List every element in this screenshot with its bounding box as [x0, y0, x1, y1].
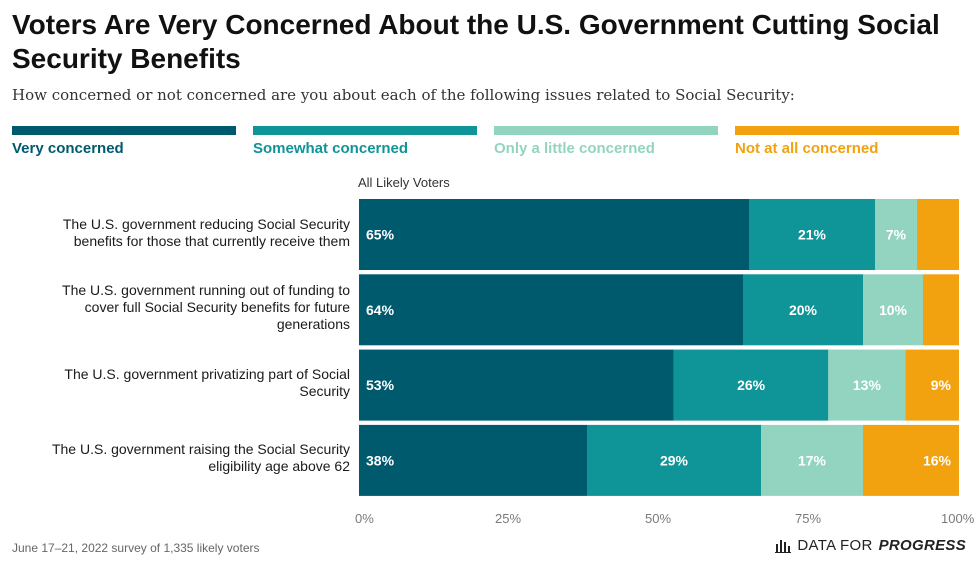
bar-segment: [923, 274, 959, 346]
bar-segment: [359, 199, 749, 270]
row-label: The U.S. government running out of fundi…: [10, 282, 350, 333]
bar-segment: [863, 274, 923, 346]
logo-text: DATA FOR: [797, 537, 873, 554]
bar-data-label: 9%: [931, 377, 952, 393]
bar-segment: [359, 274, 743, 346]
row-label-line: eligibility age above 62: [208, 458, 350, 475]
bar-segment: [828, 349, 906, 421]
footnote: June 17–21, 2022 survey of 1,335 likely …: [12, 541, 260, 555]
x-tick-label: 50%: [645, 511, 672, 526]
bar-data-label: 53%: [366, 377, 395, 393]
x-tick-label: 25%: [495, 511, 522, 526]
bar-segment: [917, 199, 959, 270]
bar-data-label: 10%: [879, 302, 908, 318]
legend-item-somewhat-concerned: Somewhat concerned: [253, 126, 477, 157]
row-label-line: benefits for those that currently receiv…: [73, 232, 350, 249]
bar-segment: [875, 199, 917, 270]
legend-swatch: [253, 126, 477, 135]
legend-label: Not at all concerned: [735, 140, 879, 157]
row-label-line: The U.S. government running out of fundi…: [62, 282, 350, 299]
bar-data-label: 38%: [366, 452, 395, 468]
legend-item-not-at-all-concerned: Not at all concerned: [735, 126, 959, 157]
bar-data-label: 29%: [660, 452, 689, 468]
row-label-line: generations: [276, 316, 350, 333]
chart-title: Voters Are Very Concerned About the U.S.…: [12, 9, 940, 74]
bar-data-label: 21%: [798, 227, 827, 243]
row-label-line: Security: [299, 383, 350, 400]
legend-item-only-a-little-concerned: Only a little concerned: [494, 126, 718, 157]
bar-segment: [749, 199, 875, 270]
bar-segment: [359, 349, 674, 421]
legend-item-very-concerned: Very concerned: [12, 126, 236, 157]
bar-data-label: 16%: [923, 452, 952, 468]
legend-label: Very concerned: [12, 140, 124, 157]
bar-segment: [905, 349, 959, 421]
row-label-line: The U.S. government reducing Social Secu…: [62, 215, 350, 232]
row-label-line: The U.S. government raising the Social S…: [51, 441, 350, 458]
bar-data-label: 26%: [737, 377, 766, 393]
legend-label: Somewhat concerned: [253, 140, 409, 157]
bar-chart-icon: [775, 539, 792, 553]
data-for-progress-logo: DATA FOR PROGRESS: [775, 537, 966, 554]
bar-segment: [359, 424, 587, 496]
legend-swatch: [12, 126, 236, 135]
bar-data-label: 64%: [366, 302, 395, 318]
row-label: The U.S. government raising the Social S…: [10, 441, 350, 475]
bar-data-label: 17%: [798, 452, 827, 468]
row-label-line: The U.S. government privatizing part of …: [64, 366, 350, 383]
legend-swatch: [494, 126, 718, 135]
bar-segment: [673, 349, 829, 421]
row-label: The U.S. government reducing Social Secu…: [10, 216, 350, 250]
bar-segment: [743, 274, 863, 346]
row-label-line: cover full Social Security benefits for …: [84, 299, 350, 316]
bar-data-label: 13%: [853, 377, 882, 393]
legend-label: Only a little concerned: [494, 140, 655, 157]
bar-data-label: 65%: [366, 227, 395, 243]
row-label: The U.S. government privatizing part of …: [10, 366, 350, 400]
x-tick-label: 100%: [941, 511, 975, 526]
bar-data-label: 20%: [789, 302, 818, 318]
bar-segment: [761, 424, 863, 496]
bar-segment: [587, 424, 761, 496]
chart-subtitle: How concerned or not concerned are you a…: [12, 86, 795, 104]
x-tick-label: 75%: [795, 511, 822, 526]
bar-data-label: 7%: [886, 227, 907, 243]
bar-segment: [863, 424, 959, 496]
group-label: All Likely Voters: [358, 175, 450, 190]
legend-swatch: [735, 126, 959, 135]
x-tick-label: 0%: [355, 511, 374, 526]
logo-text-bold: PROGRESS: [878, 537, 966, 554]
